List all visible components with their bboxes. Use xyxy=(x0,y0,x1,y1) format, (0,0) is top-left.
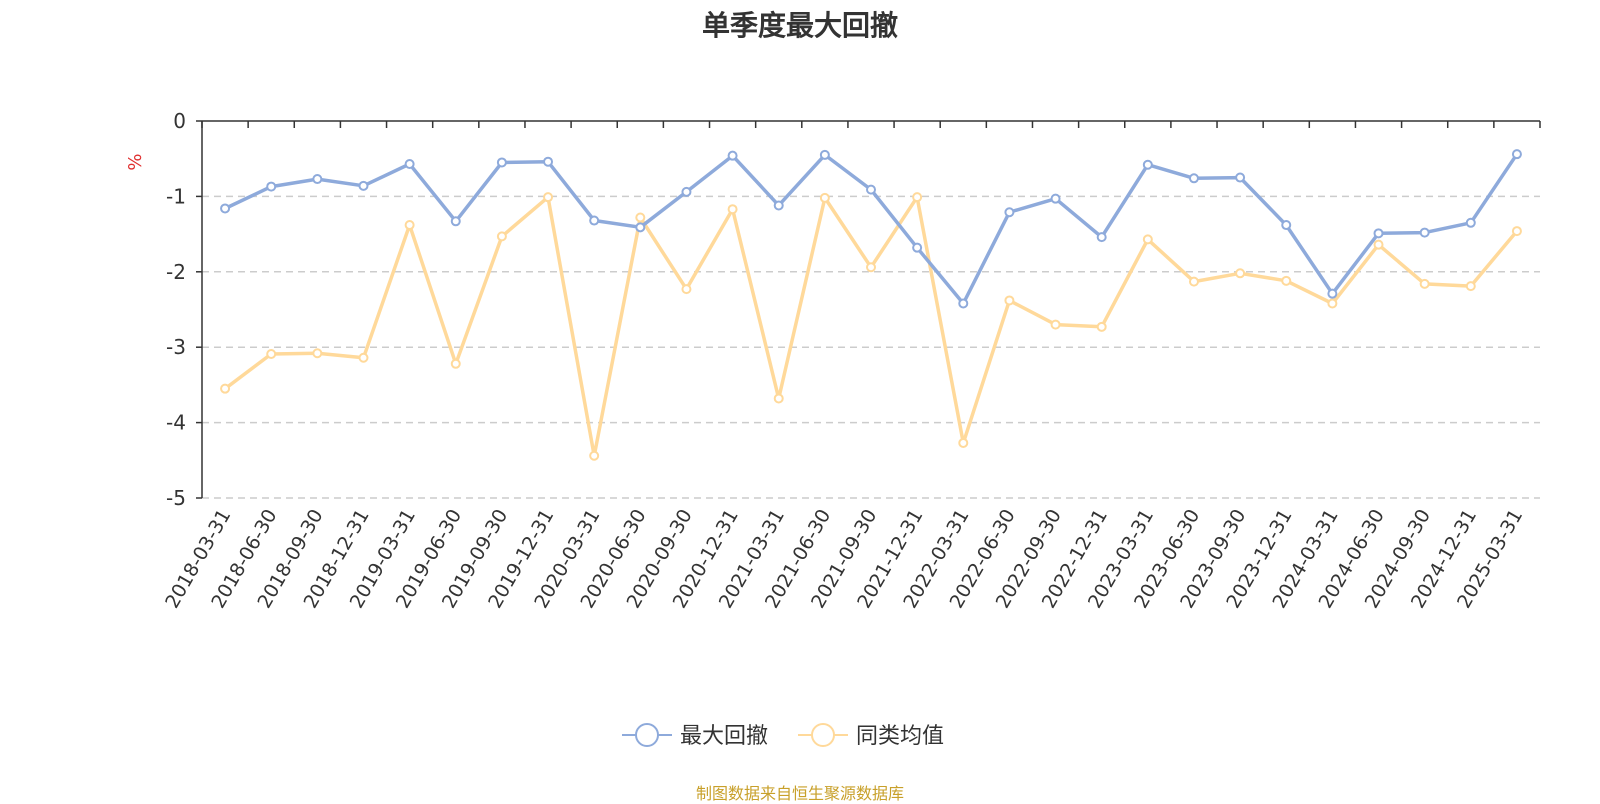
data-point xyxy=(1465,217,1476,228)
data-point xyxy=(1511,149,1522,160)
data-point xyxy=(496,157,507,168)
y-tick-label: -5 xyxy=(166,486,186,510)
data-point xyxy=(1465,281,1476,292)
legend-item-1: 最大回撤 xyxy=(622,723,768,749)
series-2 xyxy=(220,192,1522,461)
data-point xyxy=(266,348,277,359)
data-point xyxy=(404,158,415,169)
axes xyxy=(196,120,1541,499)
legend-marker xyxy=(635,723,659,747)
y-tick-label: -2 xyxy=(166,260,186,284)
data-point xyxy=(1004,207,1015,218)
data-point xyxy=(727,150,738,161)
data-point xyxy=(220,383,231,394)
data-point xyxy=(912,242,923,253)
legend-marker xyxy=(811,723,835,747)
data-point xyxy=(543,192,554,203)
legend-item-2: 同类均值 xyxy=(798,723,944,749)
data-point xyxy=(1373,228,1384,239)
data-point xyxy=(220,203,231,214)
series-line xyxy=(224,195,1519,458)
data-point xyxy=(1373,239,1384,250)
legend: 最大回撤 同类均值 xyxy=(622,723,944,749)
data-point xyxy=(450,358,461,369)
data-point xyxy=(1235,172,1246,183)
data-point xyxy=(1511,226,1522,237)
y-tick-label: 0 xyxy=(173,109,186,133)
data-point xyxy=(1188,173,1199,184)
data-point xyxy=(589,450,600,461)
x-tick-labels: 2018-03-312018-06-302018-09-302018-12-31… xyxy=(161,506,1527,613)
data-point xyxy=(912,192,923,203)
data-point xyxy=(958,298,969,309)
data-point xyxy=(1050,193,1061,204)
data-point xyxy=(358,180,369,191)
data-point xyxy=(773,393,784,404)
data-point xyxy=(866,262,876,273)
data-point xyxy=(819,192,830,203)
series-line xyxy=(224,153,1519,306)
data-point xyxy=(681,186,692,197)
data-point xyxy=(635,212,646,223)
series-layer xyxy=(220,149,1522,461)
data-point xyxy=(496,231,507,242)
data-point xyxy=(1096,232,1107,243)
data-point xyxy=(1142,159,1153,170)
series-1 xyxy=(220,149,1522,309)
data-point xyxy=(727,204,738,215)
data-point xyxy=(1281,275,1292,286)
data-point xyxy=(266,181,277,192)
y-tick-label: -3 xyxy=(166,335,186,359)
data-point xyxy=(1004,295,1015,306)
data-point xyxy=(543,156,554,167)
legend-label: 最大回撤 xyxy=(680,724,768,749)
data-point xyxy=(1142,234,1153,245)
data-point xyxy=(404,220,415,231)
data-point xyxy=(358,352,369,363)
data-point xyxy=(1281,220,1292,231)
data-point xyxy=(635,222,646,233)
data-point xyxy=(1419,278,1430,289)
legend-label: 同类均值 xyxy=(856,724,944,749)
data-point xyxy=(1419,227,1430,238)
y-tick-label: -4 xyxy=(166,411,186,435)
data-point xyxy=(819,149,830,160)
data-point xyxy=(958,437,969,448)
y-tick-labels: 0 -1 -2 -3 -4 -5 xyxy=(166,109,186,510)
data-point xyxy=(681,284,692,295)
data-point xyxy=(312,174,323,185)
data-point xyxy=(1188,276,1199,287)
data-point xyxy=(312,348,323,359)
data-point xyxy=(773,200,784,211)
data-point xyxy=(589,215,600,226)
y-tick-label: -1 xyxy=(166,184,186,208)
y-axis-label: % xyxy=(125,153,146,170)
data-point xyxy=(1050,319,1061,330)
data-point xyxy=(1096,321,1107,332)
data-point xyxy=(1327,298,1338,309)
data-point xyxy=(1235,268,1246,279)
data-point xyxy=(450,216,461,227)
data-source-note: 制图数据来自恒生聚源数据库 xyxy=(695,784,904,803)
data-point xyxy=(1327,288,1338,299)
chart-title: 单季度最大回撤 xyxy=(701,9,898,42)
data-point xyxy=(866,184,876,195)
